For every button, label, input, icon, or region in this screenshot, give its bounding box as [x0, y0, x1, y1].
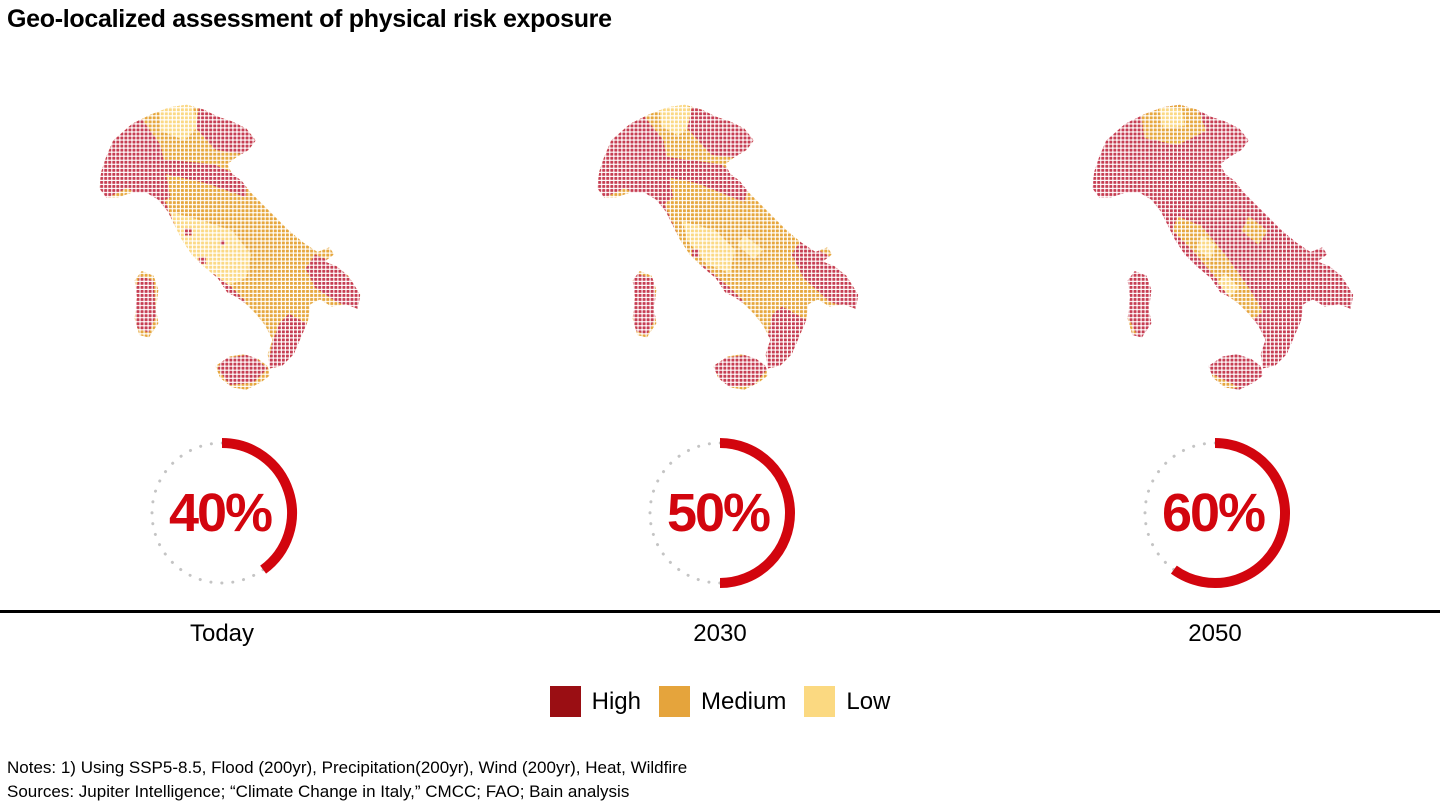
maps-and-gauges-row: 40% 50% 60% [0, 0, 1440, 603]
risk-gauge-2050: 60% [1125, 423, 1305, 603]
legend-label-low: Low [846, 687, 891, 715]
period-label-today: Today [189, 620, 255, 647]
risk-gauge-2030: 50% [630, 423, 810, 603]
legend-item-low: Low [804, 686, 890, 717]
period-labels-row: Today 2030 2050 [0, 620, 1440, 652]
page-title: Geo-localized assessment of physical ris… [7, 5, 612, 33]
svg-text:60%: 60% [1162, 483, 1265, 543]
legend-swatch-low [804, 686, 836, 717]
footnotes: Notes: 1) Using SSP5-8.5, Flood (200yr),… [7, 756, 687, 804]
notes-line: Notes: 1) Using SSP5-8.5, Flood (200yr),… [7, 758, 688, 777]
legend-item-medium: Medium [658, 686, 787, 717]
period-label-2050: 2050 [1188, 620, 1242, 647]
legend-label-medium: Medium [700, 687, 787, 715]
legend-swatch-high [549, 686, 581, 717]
italy-risk-map-today [80, 88, 365, 397]
svg-text:50%: 50% [667, 483, 770, 543]
column-2050: 60% [975, 0, 1440, 603]
svg-text:40%: 40% [169, 483, 272, 543]
legend-label-high: High [591, 687, 641, 715]
italy-risk-map-2030 [578, 88, 863, 397]
sources-line: Sources: Jupiter Intelligence; “Climate … [7, 782, 630, 801]
column-today: 40% [0, 0, 462, 603]
risk-legend: High Medium Low [0, 686, 1440, 717]
risk-gauge-today: 40% [132, 423, 312, 603]
timeline-axis-line [0, 610, 1440, 613]
column-2030: 50% [480, 0, 960, 603]
legend-swatch-medium [658, 686, 690, 717]
italy-risk-map-2050 [1073, 88, 1358, 397]
legend-item-high: High [549, 686, 641, 717]
period-label-2030: 2030 [693, 620, 747, 647]
